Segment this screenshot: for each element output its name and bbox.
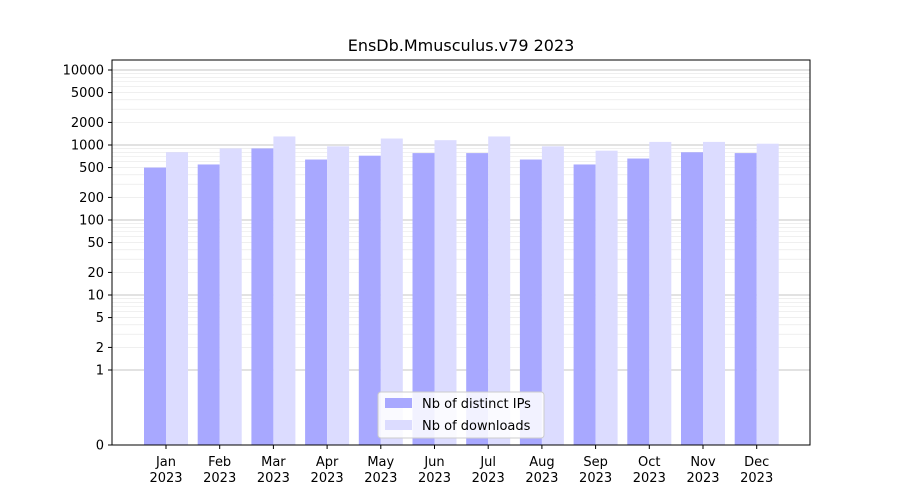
bar-downloads — [541, 146, 564, 445]
bar-downloads — [327, 146, 350, 445]
x-tick-label: Mar 2023 — [257, 455, 290, 486]
bar-downloads — [595, 150, 618, 445]
y-tick-label: 2000 — [71, 116, 104, 131]
x-tick-label: May 2023 — [364, 455, 397, 486]
y-tick-label: 100 — [79, 214, 104, 229]
bar-distinct-ips — [144, 167, 166, 445]
y-tick-label: 0 — [96, 439, 104, 454]
bar-distinct-ips — [197, 164, 220, 445]
bars — [144, 136, 779, 446]
y-tick-label: 10000 — [63, 64, 104, 79]
x-tick-label: Aug 2023 — [525, 455, 558, 486]
legend-box — [377, 391, 545, 439]
chart-title: EnsDb.Mmusculus.v79 2023 — [348, 36, 575, 55]
x-tick-label: Jun 2023 — [418, 455, 451, 486]
x-tick-label: Jul 2023 — [472, 455, 505, 486]
legend: Nb of distinct IPs Nb of downloads — [377, 391, 545, 439]
x-tick-label: Feb 2023 — [203, 455, 236, 486]
bar-distinct-ips — [251, 148, 274, 445]
bar-downloads — [219, 148, 242, 445]
y-tick-label: 200 — [79, 191, 104, 206]
x-tick-label: Sep 2023 — [579, 455, 612, 486]
y-tick-label: 1 — [96, 364, 104, 379]
y-tick-label: 50 — [87, 236, 104, 251]
bar-downloads — [703, 141, 725, 445]
plot-frame — [111, 59, 811, 446]
bar-distinct-ips — [358, 155, 381, 445]
bar-downloads — [434, 140, 457, 446]
y-tick-label: 2 — [96, 341, 104, 356]
x-axis-ticks: Jan 2023 Feb 2023 Mar 2023 Apr 2023 May 2023 Jun 20… — [149, 445, 773, 486]
x-tick-label: Jan 2023 — [149, 455, 182, 486]
axes — [111, 59, 811, 446]
bar-downloads — [488, 136, 511, 445]
y-tick-label: 20 — [87, 266, 104, 281]
x-tick-label: Apr 2023 — [311, 455, 344, 486]
x-tick-label: Oct 2023 — [633, 455, 666, 486]
y-tick-label: 5 — [96, 311, 104, 326]
legend-swatch-distinct-ips — [385, 398, 412, 408]
bar-downloads — [756, 143, 779, 445]
bar-distinct-ips — [305, 159, 328, 446]
bar-downloads — [166, 152, 188, 445]
y-tick-label: 500 — [79, 161, 104, 176]
bar-downloads — [273, 136, 296, 445]
bar-downloads — [649, 141, 672, 445]
y-tick-label: 5000 — [71, 86, 104, 101]
bar-distinct-ips — [519, 159, 542, 446]
legend-label-distinct-ips: Nb of distinct IPs — [422, 397, 531, 412]
y-tick-label: 10 — [87, 289, 104, 304]
x-tick-label: Nov 2023 — [686, 455, 719, 486]
y-tick-label: 1000 — [71, 139, 104, 154]
legend-swatch-downloads — [385, 420, 412, 430]
x-tick-label: Dec 2023 — [740, 455, 773, 486]
bar-distinct-ips — [681, 152, 703, 445]
y-axis-ticks: 0 1 2 5 10 20 50 100 200 500 1000 2000 5000 10000 — [63, 64, 112, 454]
bar-distinct-ips — [627, 158, 650, 445]
bar-distinct-ips — [412, 153, 435, 445]
bar-distinct-ips — [734, 153, 757, 445]
bar-distinct-ips — [573, 164, 596, 445]
bar-distinct-ips — [466, 153, 489, 445]
bar-downloads — [380, 138, 403, 445]
legend-label-downloads: Nb of downloads — [422, 419, 531, 434]
